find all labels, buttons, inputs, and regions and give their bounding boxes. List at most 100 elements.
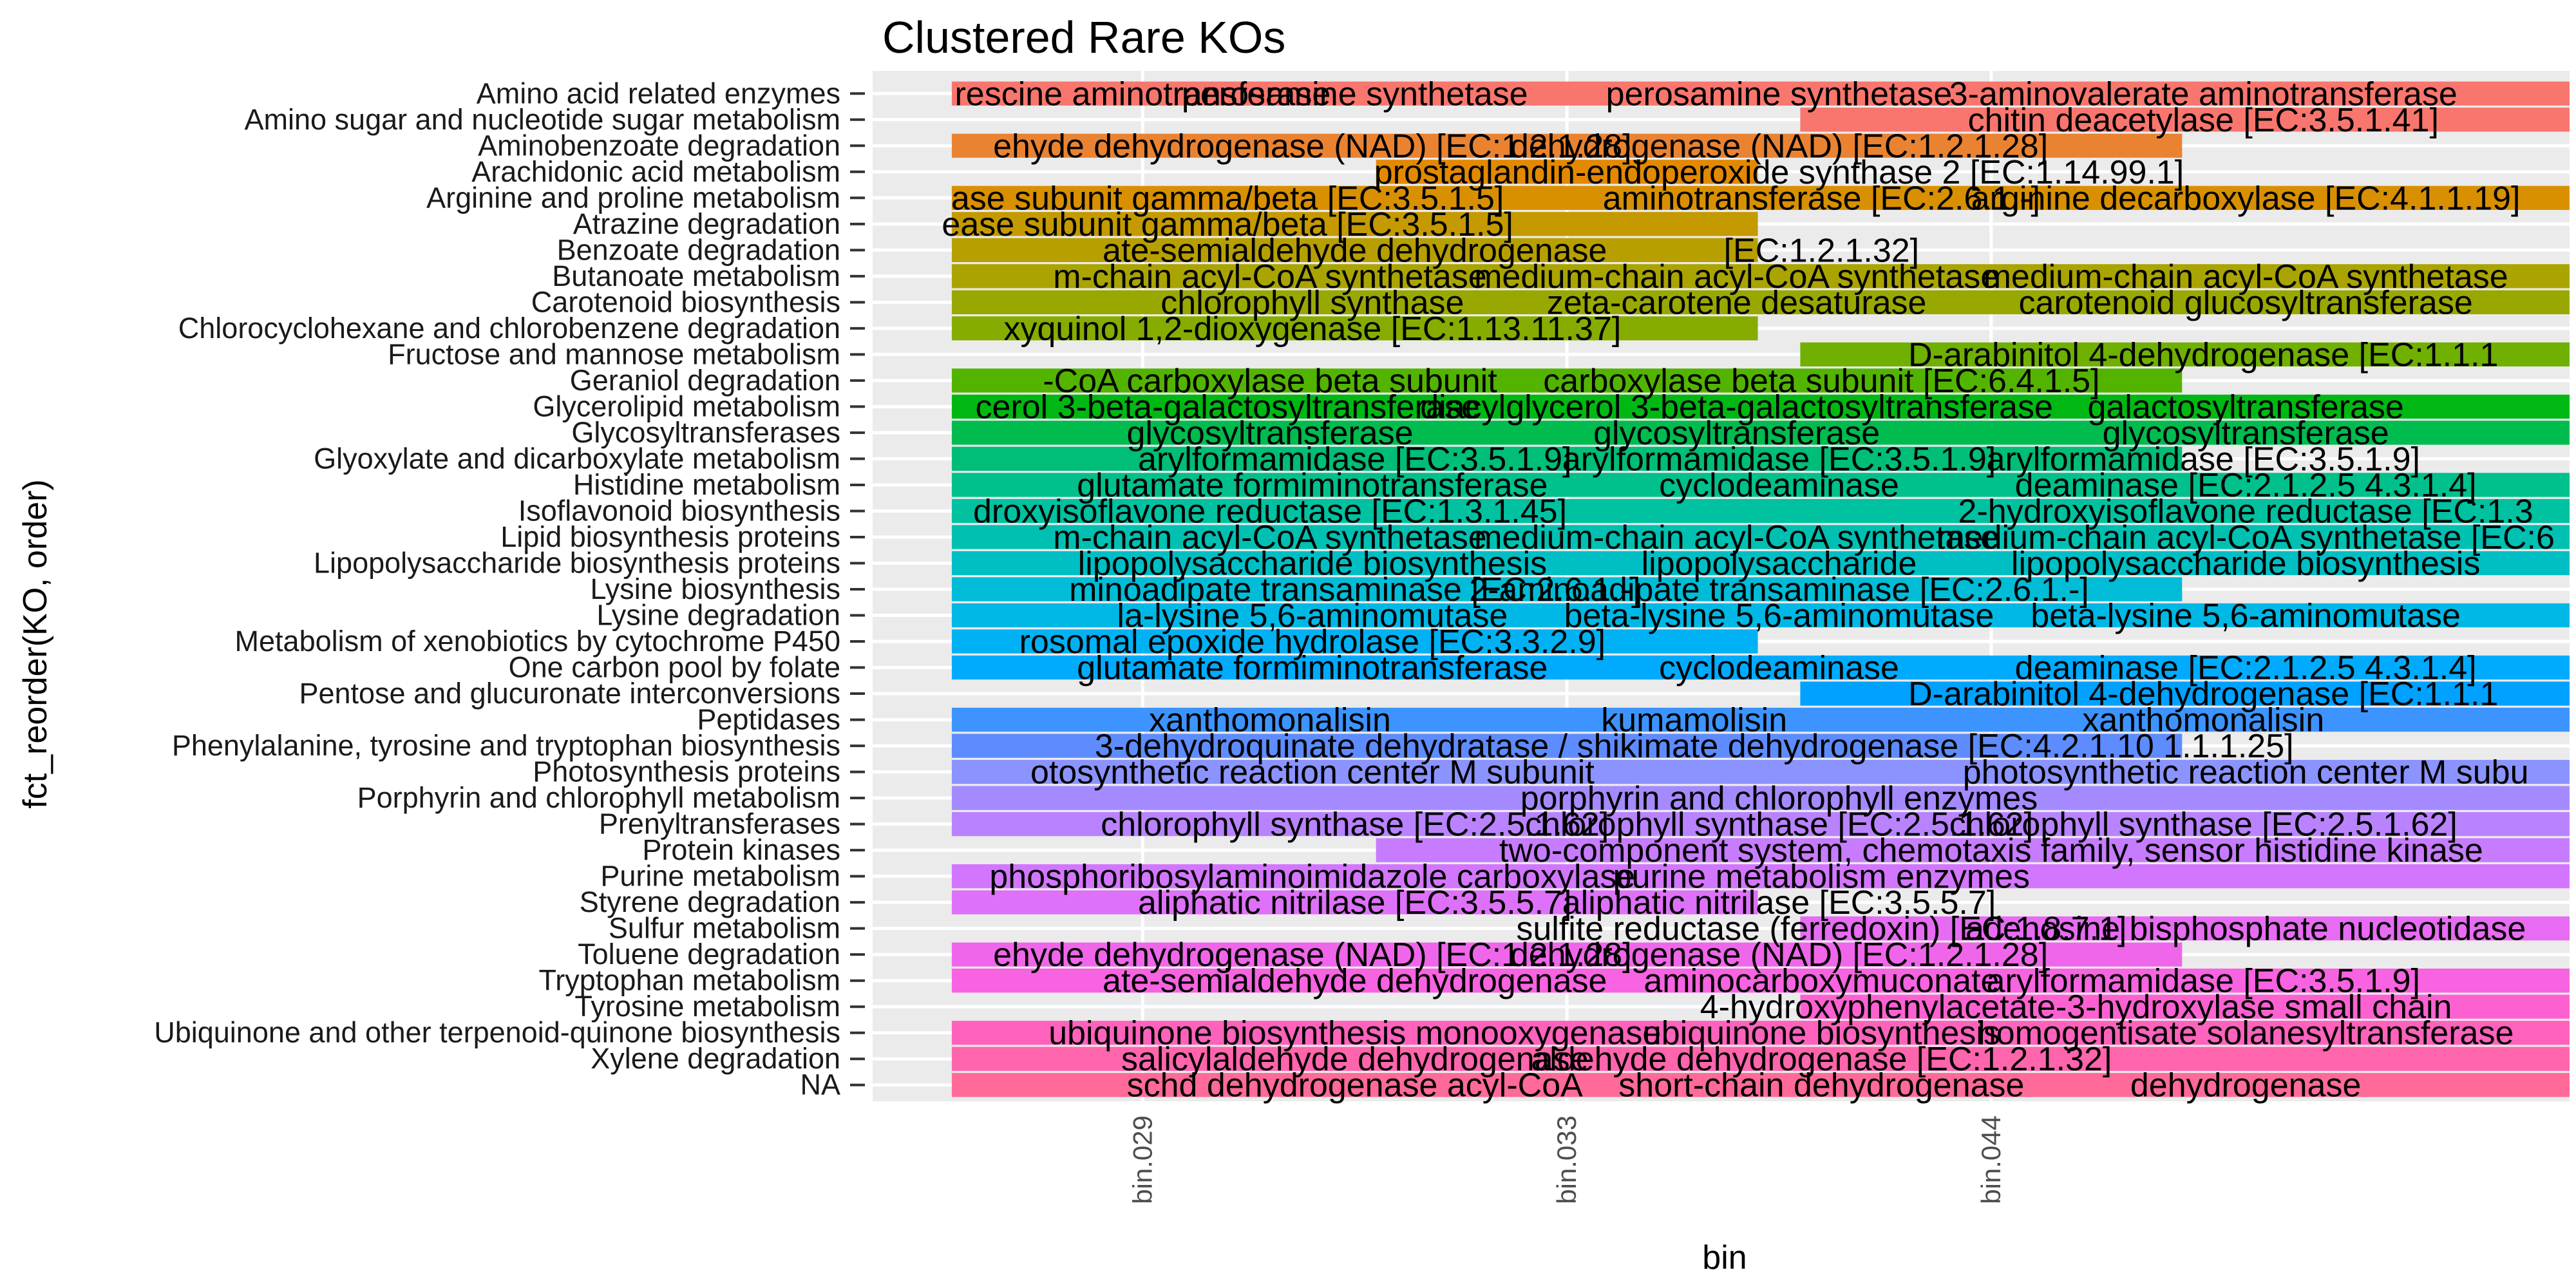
bar xyxy=(951,421,2570,445)
y-tick-label: Arginine and proline metabolism xyxy=(426,181,840,214)
y-tick-label: Amino acid related enzymes xyxy=(477,77,840,109)
y-tick-label: Atrazine degradation xyxy=(573,207,840,240)
bar-label: otosynthetic reaction center M subunit xyxy=(1030,754,1595,791)
bar-label: ubiquinone biosynthesis xyxy=(1643,1015,2000,1052)
bar xyxy=(1376,838,2570,862)
bar xyxy=(1800,108,2570,132)
bar-label: chlorophyll synthase [EC:2.5.1.62] xyxy=(1101,806,1609,844)
y-tick-label: Glycerolipid metabolism xyxy=(533,390,840,422)
bar-label: dehydrogenase (NAD) [EC:1.2.1.28] xyxy=(1510,936,2048,974)
y-axis-title: fct_reorder(KO, order) xyxy=(17,479,54,809)
bar-label: droxyisoflavone reductase [EC:1.3.1.45] xyxy=(973,493,1567,530)
bar-label: rosomal epoxide hydrolase [EC:3.3.2.9] xyxy=(1019,623,1606,661)
bar xyxy=(1800,342,2570,367)
y-tick-label: Carotenoid biosynthesis xyxy=(531,285,840,318)
bar-label: deaminase [EC:2.1.2.5 4.3.1.4] xyxy=(2015,467,2477,504)
y-tick-label: Lipopolysaccharide biosynthesis proteins xyxy=(314,546,840,579)
bar-label: arylformamidase [EC:3.5.1.9] xyxy=(1138,440,1571,478)
x-axis-ticks: bin.029 bin.033 bin.044 xyxy=(1127,1115,2006,1204)
bar-label: two-component system, chemotaxis family,… xyxy=(1499,832,2483,869)
bar-label: perosamine synthetase xyxy=(1182,75,1528,113)
bar xyxy=(951,316,1758,341)
x-tick-label: bin.029 xyxy=(1127,1115,1157,1204)
bar-label: arylformamidase [EC:3.5.1.9] xyxy=(1987,440,2420,478)
bar-label: xyquinol 1,2-dioxygenase [EC:1.13.11.37] xyxy=(1003,310,1621,348)
bar xyxy=(951,133,2183,158)
bar xyxy=(951,473,2570,497)
bar-label: aminocarboxymuconate xyxy=(1643,963,1999,1000)
bar xyxy=(951,655,2570,680)
bar-label: -CoA carboxylase beta subunit xyxy=(1043,363,1497,400)
bar-label: m-chain acyl-CoA synthetase xyxy=(1053,258,1486,296)
bar xyxy=(951,368,2183,393)
y-tick-label: Glycosyltransferases xyxy=(571,416,840,449)
bar-label: beta-lysine 5,6-aminomutase xyxy=(2031,598,2461,635)
bar xyxy=(951,290,2570,314)
bar-label: minoadipate transaminase [EC:2.6.1.-] xyxy=(1069,571,1640,609)
bar-label: ate-semialdehyde dehydrogenase xyxy=(1103,963,1607,1000)
bar xyxy=(951,238,1758,262)
bar-label: photosynthetic reaction center M subu xyxy=(1963,754,2529,791)
bar-label: aliphatic nitrilase [EC:3.5.5.7] xyxy=(1138,884,1571,922)
bar xyxy=(1800,681,2570,706)
bar-label: deaminase [EC:2.1.2.5 4.3.1.4] xyxy=(2015,650,2477,687)
bar-label: 2-hydroxyisoflavone reductase [EC:1.3 xyxy=(1958,493,2533,530)
bar-label: 4-hydroxyphenylacetate-3-hydroxylase sma… xyxy=(1700,989,2452,1026)
bar-label: salicylaldehyde dehydrogenase xyxy=(1121,1041,1589,1078)
y-tick-label: Isoflavonoid biosynthesis xyxy=(518,494,840,527)
y-tick-label: Amino sugar and nucleotide sugar metabol… xyxy=(244,103,840,136)
bar xyxy=(1800,916,2570,941)
y-tick-label: Tryptophan metabolism xyxy=(538,964,840,997)
bar-label: short-chain dehydrogenase xyxy=(1618,1067,2024,1104)
y-tick-label: Histidine metabolism xyxy=(573,468,840,501)
bar xyxy=(951,864,2570,889)
bar-label: aliphatic nitrilase [EC:3.5.5.7] xyxy=(1562,884,1996,922)
bar-label: lipopolysaccharide biosynthesis xyxy=(2011,545,2480,582)
y-tick-label: Fructose and mannose metabolism xyxy=(388,337,840,370)
x-tick-label: bin.033 xyxy=(1551,1115,1582,1204)
bar-label: medium-chain acyl-CoA synthetase [EC:6 xyxy=(1937,519,2555,556)
y-tick-label: Lysine degradation xyxy=(596,599,840,632)
bar-label: sulfite reductase (ferredoxin) [EC:1.8.7… xyxy=(1516,911,2126,948)
bar xyxy=(951,629,1758,654)
bar-label: glycosyltransferase xyxy=(2103,415,2389,452)
bar-label: chlorophyll synthase xyxy=(1160,284,1464,321)
y-tick-label: Pentose and glucuronate interconversions xyxy=(299,677,840,710)
bar-label: aldehyde dehydrogenase [EC:1.2.1.32] xyxy=(1531,1041,2112,1078)
bar-label: purine metabolism enzymes xyxy=(1613,858,2030,896)
bar-label: schd dehydrogenase acyl-CoA xyxy=(1127,1067,1584,1104)
bar xyxy=(951,707,2570,732)
bar-label: aminotransferase [EC:2.6.1.-] xyxy=(1603,180,2040,217)
bar-label: rescine aminotransferase xyxy=(954,75,1331,113)
bar-label: xanthomonalisin xyxy=(2082,702,2324,739)
bar-label: carboxylase beta subunit [EC:6.4.1.5] xyxy=(1543,363,2099,400)
bar xyxy=(951,81,2570,106)
chart-title: Clustered Rare KOs xyxy=(882,12,1285,62)
y-tick-label: Benzoate degradation xyxy=(557,233,840,266)
y-tick-label: Lipid biosynthesis proteins xyxy=(500,520,840,553)
bar-label: arylformamidase [EC:3.5.1.9] xyxy=(1562,440,1996,478)
bar xyxy=(951,551,2570,576)
bar xyxy=(951,525,2570,549)
bar-label: chlorophyll synthase [EC:2.5.1.62] xyxy=(1525,806,2033,844)
bars xyxy=(951,81,2570,1097)
bar-label: arylformamidase [EC:3.5.1.9] xyxy=(1987,963,2420,1000)
bar-label: perosamine synthetase xyxy=(1606,75,1953,113)
bar-label: D-arabinitol 4-dehydrogenase [EC:1.1.1 xyxy=(1908,676,2498,713)
bar-label: xanthomonalisin xyxy=(1149,702,1391,739)
y-tick-label: Phenylalanine, tyrosine and tryptophan b… xyxy=(172,729,840,762)
bar-label: 2-aminoadipate transaminase [EC:2.6.1.-] xyxy=(1469,571,2089,609)
bar xyxy=(951,811,2570,837)
bar xyxy=(951,185,2570,210)
y-tick-label: Metabolism of xenobiotics by cytochrome … xyxy=(235,625,840,658)
bar-label: ehyde dehydrogenase (NAD) [EC:1.2.1.28] xyxy=(993,128,1631,165)
bar xyxy=(951,394,2570,419)
bar xyxy=(951,969,2570,993)
y-tick-label: Styrene degradation xyxy=(580,886,840,918)
y-tick-label: Tyrosine metabolism xyxy=(574,990,840,1023)
y-tick-label: Sulfur metabolism xyxy=(609,912,840,945)
bar-label: dehydrogenase xyxy=(2130,1067,2362,1104)
bar-label: prostaglandin-endoperoxide synthase 2 [E… xyxy=(1374,154,2184,191)
